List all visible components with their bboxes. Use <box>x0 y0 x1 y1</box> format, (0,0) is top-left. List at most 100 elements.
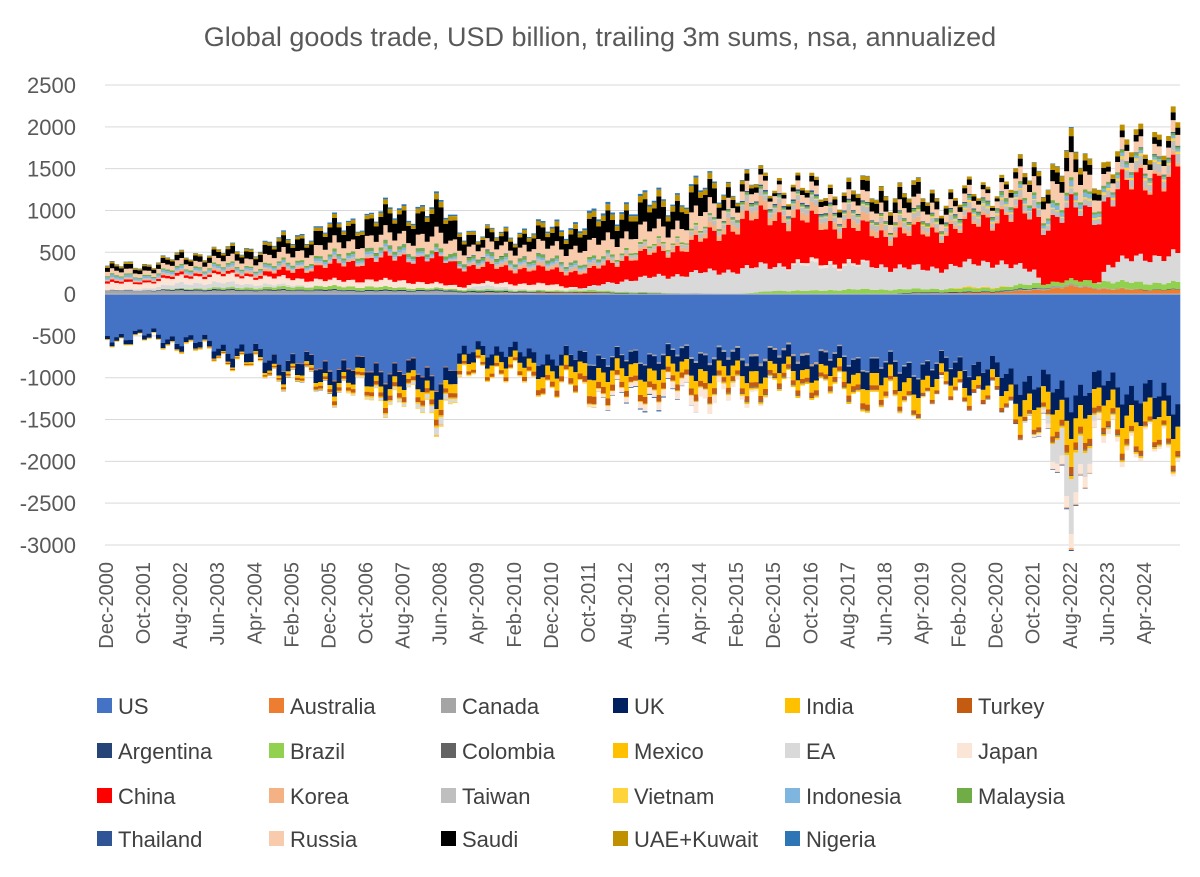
x-tick-label: Jun-2003 <box>207 562 229 645</box>
legend-item-canada: Canada <box>441 694 540 719</box>
legend-label: Japan <box>978 739 1038 764</box>
legend-label: China <box>118 784 176 809</box>
legend-item-argentina: Argentina <box>97 739 213 764</box>
legend-label: Taiwan <box>462 784 530 809</box>
y-tick-label: -1000 <box>20 366 76 391</box>
legend-item-malaysia: Malaysia <box>957 784 1066 809</box>
legend-item-japan: Japan <box>957 739 1038 764</box>
legend-swatch <box>957 743 972 758</box>
legend: US Australia Canada UK India Turkey Argentina B… <box>97 694 1066 852</box>
legend-label: UAE+Kuwait <box>634 827 758 852</box>
legend-swatch <box>269 698 284 713</box>
legend-item-brazil: Brazil <box>269 739 345 764</box>
legend-item-korea: Korea <box>269 784 349 809</box>
legend-item-uae-kuwait: UAE+Kuwait <box>613 827 758 852</box>
legend-swatch <box>785 831 800 846</box>
y-tick-label: 1500 <box>27 157 76 182</box>
series-area-brazil <box>146 278 1181 295</box>
x-tick-label: Oct-2001 <box>133 562 155 644</box>
legend-swatch <box>97 698 112 713</box>
x-tick-label: Jun-2018 <box>874 562 896 645</box>
legend-label: Argentina <box>118 739 213 764</box>
legend-item-vietnam: Vietnam <box>613 784 714 809</box>
legend-swatch <box>613 698 628 713</box>
y-tick-label: -1500 <box>20 408 76 433</box>
legend-item-taiwan: Taiwan <box>441 784 530 809</box>
x-tick-label: Aug-2002 <box>170 562 192 649</box>
legend-swatch <box>441 743 456 758</box>
x-tick-label: Oct-2021 <box>1023 562 1045 644</box>
legend-label: Brazil <box>290 739 345 764</box>
legend-swatch <box>97 788 112 803</box>
series-area-saudi <box>105 112 1181 275</box>
y-tick-label: 2000 <box>27 115 76 140</box>
x-tick-label: Dec-2010 <box>541 562 563 649</box>
legend-item-saudi: Saudi <box>441 827 518 852</box>
y-tick-label: -2000 <box>20 449 76 474</box>
legend-label: Turkey <box>978 694 1044 719</box>
y-tick-label: 0 <box>64 282 76 307</box>
legend-swatch <box>785 698 800 713</box>
x-tick-label: Aug-2017 <box>837 562 859 649</box>
legend-label: Korea <box>290 784 349 809</box>
legend-item-australia: Australia <box>269 694 376 719</box>
legend-label: Indonesia <box>806 784 902 809</box>
series-area-japan <box>105 257 1181 549</box>
legend-item-us: US <box>97 694 149 719</box>
legend-swatch <box>97 743 112 758</box>
legend-swatch <box>613 788 628 803</box>
y-tick-label: -2500 <box>20 491 76 516</box>
legend-label: Mexico <box>634 739 704 764</box>
x-tick-label: Feb-2005 <box>281 562 303 648</box>
legend-label: Nigeria <box>806 827 876 852</box>
x-tick-label: Aug-2007 <box>393 562 415 649</box>
legend-label: EA <box>806 739 836 764</box>
y-tick-label: -3000 <box>20 533 76 558</box>
legend-swatch <box>957 698 972 713</box>
legend-item-india: India <box>785 694 854 719</box>
legend-swatch <box>613 831 628 846</box>
y-tick-label: 2500 <box>27 73 76 98</box>
x-tick-label: Feb-2020 <box>949 562 971 648</box>
legend-item-mexico: Mexico <box>613 739 704 764</box>
legend-item-uk: UK <box>613 694 665 719</box>
series-area-china <box>105 154 1181 289</box>
legend-swatch <box>97 831 112 846</box>
legend-item-thailand: Thailand <box>97 827 202 852</box>
legend-item-ea: EA <box>785 739 836 764</box>
legend-swatch <box>785 788 800 803</box>
legend-item-nigeria: Nigeria <box>785 827 876 852</box>
legend-swatch <box>269 743 284 758</box>
x-tick-label: Apr-2019 <box>912 562 934 644</box>
legend-label: Colombia <box>462 739 556 764</box>
x-tick-label: Oct-2006 <box>355 562 377 644</box>
x-tick-label: Apr-2004 <box>244 562 266 644</box>
x-tick-label: Dec-2000 <box>96 562 118 649</box>
x-tick-label: Feb-2010 <box>504 562 526 648</box>
y-tick-label: -500 <box>32 324 76 349</box>
series-area-us <box>105 294 1181 415</box>
x-tick-label: Apr-2009 <box>467 562 489 644</box>
x-tick-label: Aug-2012 <box>615 562 637 649</box>
x-tick-label: Dec-2015 <box>763 562 785 649</box>
legend-label: US <box>118 694 149 719</box>
legend-item-russia: Russia <box>269 827 358 852</box>
legend-label: Russia <box>290 827 358 852</box>
x-tick-label: Dec-2005 <box>318 562 340 649</box>
legend-label: Canada <box>462 694 540 719</box>
legend-item-china: China <box>97 784 176 809</box>
legend-label: Saudi <box>462 827 518 852</box>
series-area-malaysia <box>105 132 1181 279</box>
x-tick-label: Jun-2023 <box>1097 562 1119 645</box>
legend-item-colombia: Colombia <box>441 739 556 764</box>
x-tick-label: Jun-2008 <box>430 562 452 645</box>
legend-label: Vietnam <box>634 784 714 809</box>
x-tick-label: Dec-2020 <box>986 562 1008 649</box>
axes: 2500 2000 1500 1000 500 0 -500 -1000 -1500 -2000 -… <box>20 73 1180 649</box>
chart-title: Global goods trade, USD billion, trailin… <box>204 22 996 52</box>
x-tick-label: Oct-2011 <box>578 562 600 643</box>
legend-swatch <box>785 743 800 758</box>
legend-label: India <box>806 694 854 719</box>
